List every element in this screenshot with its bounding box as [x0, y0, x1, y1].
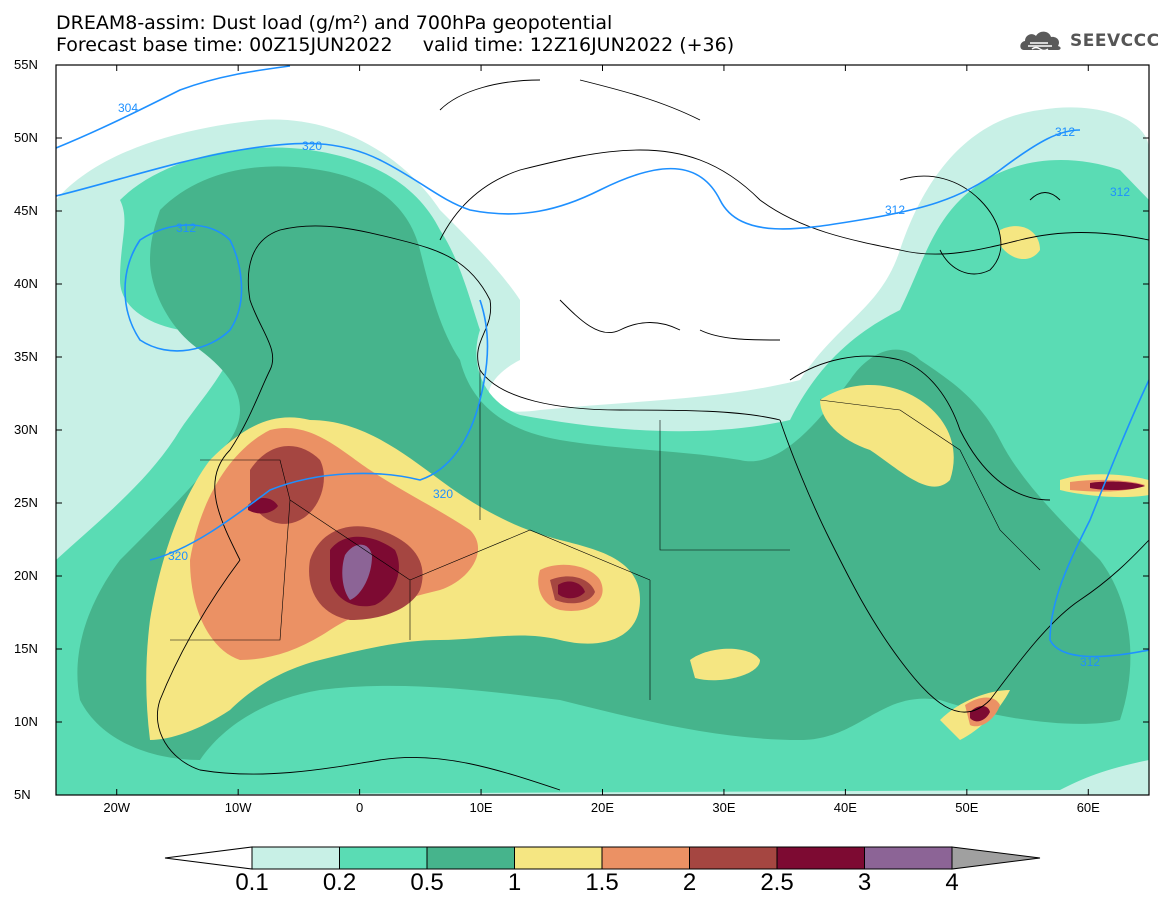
lon-label: 20E: [590, 800, 615, 815]
colorbar-level-label: 0.1: [235, 869, 269, 896]
contour-label: 320: [302, 139, 322, 153]
lon-label: 40E: [833, 800, 857, 815]
colorbar: [164, 846, 1041, 870]
colorbar-segment: [339, 846, 428, 870]
lon-label: 60E: [1076, 800, 1100, 815]
lat-label: 35N: [14, 349, 38, 364]
coastlines: [156, 79, 1149, 791]
lon-label: 10E: [469, 800, 493, 815]
seevccc-logo: SEEVCCC: [1018, 26, 1160, 56]
colorbar-level-label: 2.5: [760, 869, 794, 896]
contour-label: 312: [1080, 655, 1100, 669]
colorbar-level-label: 0.5: [410, 869, 444, 896]
valid-time: valid time: 12Z16JUN2022 (+36): [422, 34, 735, 56]
colorbar-level-label: 1.5: [585, 869, 619, 896]
colorbar-level-label: 4: [945, 869, 959, 896]
contour-label: 312: [885, 203, 905, 217]
colorbar-segment: [776, 846, 865, 870]
colorbar-segment: [514, 846, 603, 870]
lat-label: 10N: [14, 714, 38, 729]
lat-label: 5N: [14, 787, 31, 802]
colorbar-segment: [251, 846, 340, 870]
geopotential-contours: [56, 65, 1149, 658]
colorbar-level-label: 0.2: [322, 869, 357, 896]
lat-label: 50N: [14, 130, 38, 145]
colorbar-segment: [864, 846, 953, 870]
contour-label: 312: [1110, 185, 1130, 199]
colorbar-segment: [689, 846, 778, 870]
lat-label: 40N: [14, 276, 38, 291]
contour-label: 312: [176, 221, 196, 235]
cloud-logo-icon: [1020, 31, 1061, 52]
colorbar-level-label: 2: [682, 869, 697, 896]
lat-label: 25N: [14, 495, 38, 510]
lon-label: 0: [355, 800, 364, 815]
lat-label: 30N: [14, 422, 38, 437]
contour-label: 320: [168, 549, 188, 563]
colorbar-min-arrow: [164, 846, 253, 870]
map-title: DREAM8-assim: Dust load (g/m²) and 700hP…: [56, 12, 613, 34]
colorbar-segment: [601, 846, 690, 870]
lon-label: 30E: [712, 800, 736, 815]
contour-label: 320: [433, 487, 453, 501]
colorbar-max-arrow: [951, 846, 1041, 870]
dust-load-field: [56, 107, 1149, 795]
lat-label: 15N: [14, 641, 38, 656]
lat-label: 20N: [14, 568, 38, 583]
colorbar-segment: [426, 846, 515, 870]
contour-label: 304: [118, 101, 138, 115]
borders: [170, 370, 1041, 700]
contour-label: 312: [1055, 125, 1075, 139]
lon-label: 20W: [103, 800, 131, 815]
base-time: Forecast base time: 00Z15JUN2022: [56, 34, 393, 56]
colorbar-level-label: 3: [857, 869, 872, 896]
lat-label: 45N: [14, 203, 38, 218]
lon-label: 10W: [224, 800, 252, 815]
forecast-time-line: Forecast base time: 00Z15JUN2022 valid t…: [56, 35, 734, 55]
contour-labels: 304 312 320 320 320 312 312 312 312: [118, 101, 1130, 669]
lat-label: 55N: [14, 57, 38, 72]
logo-text: SEEVCCC: [1070, 31, 1160, 51]
colorbar-level-label: 1: [507, 869, 522, 896]
lon-label: 50E: [955, 800, 979, 815]
axis-ticks: [56, 64, 1149, 796]
